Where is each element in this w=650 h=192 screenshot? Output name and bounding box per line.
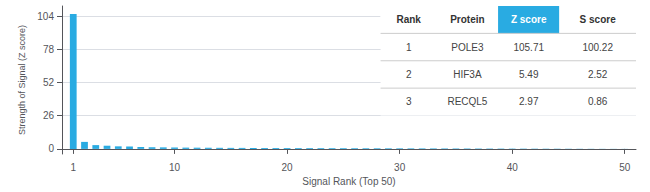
svg-text:Rank: Rank: [396, 14, 421, 25]
svg-text:78: 78: [43, 44, 55, 55]
svg-text:Signal Rank (Top 50): Signal Rank (Top 50): [302, 176, 395, 187]
svg-text:S score: S score: [580, 14, 617, 25]
svg-text:105.71: 105.71: [513, 42, 544, 53]
svg-text:26: 26: [43, 110, 55, 121]
svg-text:HIF3A: HIF3A: [453, 69, 482, 80]
svg-text:104: 104: [37, 11, 54, 22]
svg-text:0: 0: [48, 143, 54, 154]
svg-text:0.86: 0.86: [588, 96, 608, 107]
svg-text:2.52: 2.52: [588, 69, 608, 80]
svg-text:52: 52: [43, 77, 55, 88]
svg-text:RECQL5: RECQL5: [447, 96, 487, 107]
svg-text:2: 2: [406, 69, 412, 80]
svg-text:Strength of Signal (Z score): Strength of Signal (Z score): [17, 25, 27, 135]
svg-text:3: 3: [406, 96, 412, 107]
svg-text:2.97: 2.97: [519, 96, 539, 107]
svg-text:30: 30: [394, 162, 406, 173]
svg-text:1: 1: [406, 42, 412, 53]
svg-text:50: 50: [619, 162, 631, 173]
svg-text:POLE3: POLE3: [451, 42, 484, 53]
svg-text:100.22: 100.22: [582, 42, 613, 53]
svg-text:Z score: Z score: [511, 14, 547, 25]
svg-text:Protein: Protein: [450, 14, 484, 25]
svg-text:1: 1: [70, 162, 76, 173]
svg-text:10: 10: [169, 162, 181, 173]
svg-text:5.49: 5.49: [519, 69, 539, 80]
svg-text:40: 40: [507, 162, 519, 173]
svg-text:20: 20: [282, 162, 294, 173]
